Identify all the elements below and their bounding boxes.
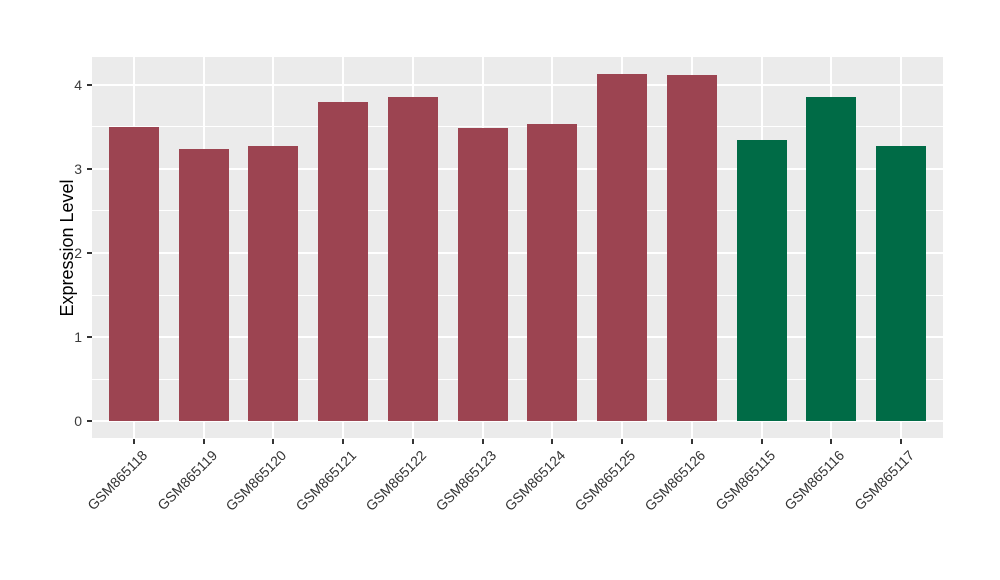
bar-GSM865117 xyxy=(876,146,927,422)
y-gridline-minor xyxy=(92,126,943,128)
bar-GSM865120 xyxy=(248,146,299,422)
bar-GSM865116 xyxy=(806,97,857,422)
bar-GSM865115 xyxy=(736,140,787,422)
y-tick-mark xyxy=(87,251,92,254)
bar-GSM865123 xyxy=(457,128,508,422)
y-tick-mark xyxy=(87,336,92,339)
x-tick-mark xyxy=(760,439,763,444)
y-gridline-major xyxy=(92,251,943,254)
x-tick-mark xyxy=(411,439,414,444)
x-tick-mark xyxy=(481,439,484,444)
bar-GSM865121 xyxy=(318,102,369,422)
x-tick-mark xyxy=(202,439,205,444)
y-tick-mark xyxy=(87,420,92,423)
x-tick-mark xyxy=(900,439,903,444)
y-gridline-major xyxy=(92,420,943,423)
y-gridline-minor xyxy=(92,294,943,296)
x-tick-mark xyxy=(272,439,275,444)
y-tick-label: 2 xyxy=(74,244,82,261)
bar-GSM865125 xyxy=(597,73,648,422)
y-tick-label: 0 xyxy=(74,413,82,430)
bar-GSM865122 xyxy=(387,96,438,422)
bar-GSM865126 xyxy=(666,74,717,422)
x-tick-mark xyxy=(830,439,833,444)
x-tick-mark xyxy=(621,439,624,444)
plot-panel xyxy=(92,57,943,438)
y-tick-label: 3 xyxy=(74,160,82,177)
y-gridline-major xyxy=(92,167,943,170)
y-tick-mark xyxy=(87,167,92,170)
bar-GSM865124 xyxy=(527,124,578,422)
x-tick-label: GSM865118 xyxy=(84,447,151,514)
y-gridline-major xyxy=(92,83,943,86)
x-tick-mark xyxy=(132,439,135,444)
bar-GSM865118 xyxy=(108,126,159,422)
y-tick-label: 1 xyxy=(74,329,82,346)
bar-GSM865119 xyxy=(178,148,229,422)
y-gridline-major xyxy=(92,336,943,339)
y-gridline-minor xyxy=(92,378,943,380)
y-tick-mark xyxy=(87,83,92,86)
y-tick-label: 4 xyxy=(74,76,82,93)
x-tick-mark xyxy=(342,439,345,444)
x-tick-mark xyxy=(690,439,693,444)
y-gridline-minor xyxy=(92,210,943,212)
x-tick-mark xyxy=(551,439,554,444)
